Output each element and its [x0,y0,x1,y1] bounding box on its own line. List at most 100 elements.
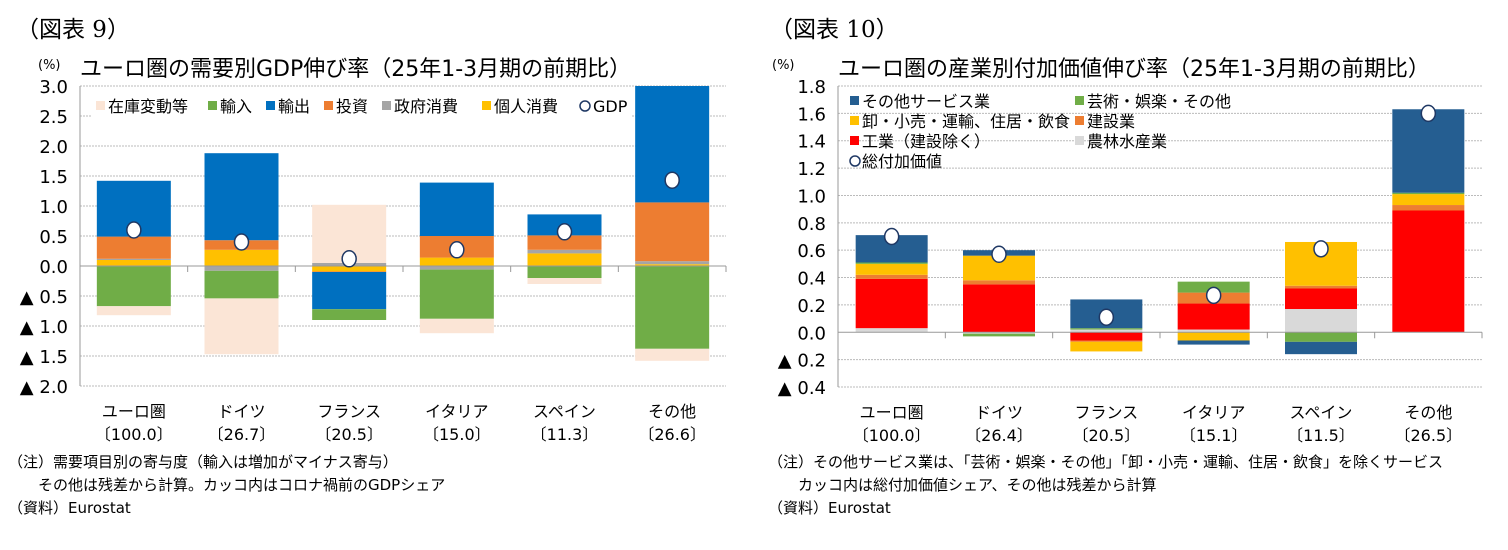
y-tick-label: 0.8 [797,214,826,235]
bar-segment [1070,329,1143,333]
bar-segment [96,306,171,316]
legend-label: 個人消費 [494,97,558,116]
bar-segment [204,270,279,299]
category-share: 〔20.5〕 [315,425,383,444]
bar-segment [1070,341,1143,352]
marker-point [126,221,142,239]
category-share: 〔11.3〕 [531,425,599,444]
bar-segment [419,318,494,334]
bar-segment [635,202,710,262]
marker-point [449,241,465,259]
y-tick-label: 2.5 [39,107,68,128]
legend-swatch [382,101,391,110]
category-label: その他 [1404,403,1452,422]
bar-segment [96,266,171,307]
category-share: 〔15.0〕 [423,425,491,444]
bar-segment [312,272,387,310]
category-label: ユーロ圏 [102,402,166,421]
legend-label: 工業（建設除く） [862,132,990,151]
marker-point [1420,104,1437,123]
category-label: スペイン [1290,403,1353,422]
y-tick-label: 1.2 [797,159,826,180]
bar-segment [312,309,387,320]
figure-label-9: （図表 9） [16,17,130,43]
legend-label: 農林水産業 [1087,132,1167,151]
category-label: ユーロ圏 [860,403,924,422]
y-tick-label: 0.6 [797,241,826,262]
marker-point [341,250,357,268]
legend-background [92,94,632,118]
category-share: 〔26.5〕 [1395,426,1463,445]
bar-segment [419,257,494,266]
legend-swatch [324,101,333,110]
marker-point [664,171,680,189]
legend-swatch [850,96,859,105]
legend-label: 在庫変動等 [108,97,188,116]
note-line: カッコ内は総付加価値シェア、その他は残差から計算 [768,476,1157,494]
source-line: （資料）Eurostat [768,499,891,517]
note-line: その他は残差から計算。カッコ内はコロナ禍前のGDPシェア [8,476,446,494]
category-share: 〔15.1〕 [1180,426,1248,445]
bar-segment [1392,210,1465,333]
marker-point [233,233,250,251]
category-label: その他 [648,402,696,421]
legend-swatch [266,101,275,110]
chart-title-left: ユーロ圏の需要別GDP伸び率（25年1-3月期の前期比） [80,57,632,82]
notes-left: （注）需要項目別の寄与度（輸入は増加がマイナス寄与） その他は残差から計算。カッ… [8,451,445,520]
bar-segment [527,249,602,254]
bar-segment [635,261,710,265]
legend-label: 総付加価値 [862,152,942,171]
marker-point [883,227,900,246]
y-tick-label: ▲ 1.0 [20,317,68,338]
bar-segment [1285,288,1357,310]
chart-title-right: ユーロ圏の産業別付加価値伸び率（25年1-3月期の前期比） [838,57,1430,82]
category-share: 〔100.0〕 [95,425,173,444]
bar-segment [635,266,710,349]
legend-swatch [850,136,859,145]
legend-label: 輸入 [220,97,252,116]
category-label: イタリア [1182,403,1245,422]
y-tick-label: 0.5 [39,227,68,248]
y-tick-label: 0.4 [797,269,826,290]
y-tick-label: ▲ 1.5 [20,347,68,368]
bar-segment [419,269,494,319]
bar-segment [1177,329,1250,333]
bar-segment [963,332,1035,334]
bar-segment [1070,340,1143,342]
category-share: 〔26.6〕 [638,425,706,444]
bar-segment [855,263,928,275]
legend-label: 輸出 [278,97,310,116]
legend-label: 芸術・娯楽・その他 [1087,92,1231,111]
y-tick-label: 1.5 [39,167,68,188]
note-line: （注）需要項目別の寄与度（輸入は増加がマイナス寄与） [8,453,398,471]
marker-point [991,245,1007,264]
category-share: 〔26.7〕 [208,425,276,444]
y-tick-label: 2.0 [39,137,68,158]
y-tick-label: 1.0 [39,197,68,218]
bar-segment [527,266,602,278]
bar-segment [1392,192,1465,195]
category-label: ドイツ [975,403,1023,422]
y-tick-label: 1.8 [797,77,826,98]
bar-segment [1392,205,1465,211]
y-tick-label: 1.6 [797,104,826,125]
source-line: （資料）Eurostat [8,499,131,517]
y-tick-label: 1.0 [797,186,826,207]
category-label: フランス [1074,403,1138,422]
y-tick-label: ▲ 0.2 [778,351,826,372]
bar-segment [1177,303,1250,330]
bar-segment [204,153,279,241]
legend-label: GDP [593,97,628,116]
legend-label: 卸・小売・運輸、住居・飲食 [862,112,1070,131]
bar-segment [855,278,928,329]
bar-segment [1070,332,1143,341]
bar-segment [963,284,1035,333]
legend-label: 建設業 [1087,112,1135,131]
y-tick-label: ▲ 0.4 [778,378,826,399]
bar-segment [635,264,710,266]
bar-segment [419,266,494,270]
bar-segment [419,182,494,236]
bar-segment [527,278,602,284]
bar-segment [204,266,279,271]
